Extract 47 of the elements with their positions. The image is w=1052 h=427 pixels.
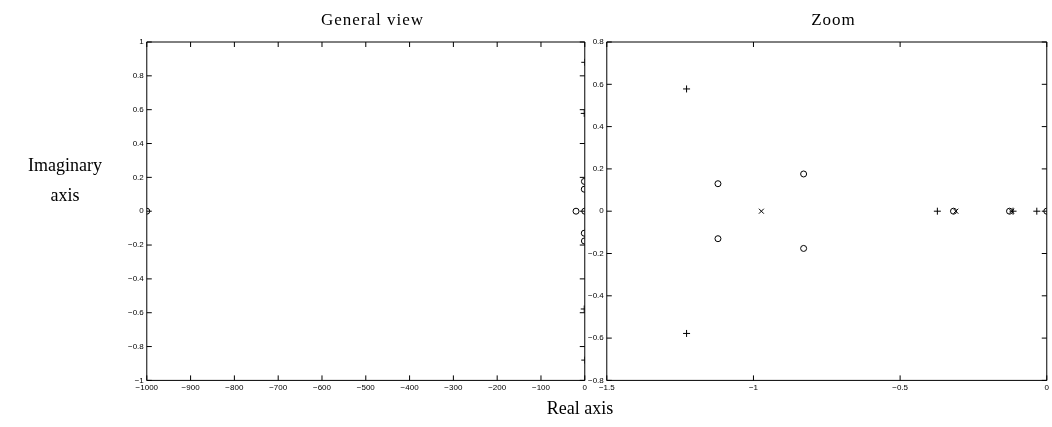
chart-title: Zoom [810, 10, 857, 30]
y-tick-label: 0.2 [132, 172, 145, 182]
x-tick-label: −800 [225, 383, 244, 393]
point [800, 244, 808, 252]
y-tick-label: 0.6 [132, 104, 145, 114]
y-tick-label: −0.2 [588, 248, 605, 258]
y-tick-label: 0.4 [132, 138, 145, 148]
point [1032, 207, 1041, 216]
y-tick-label: 0.8 [132, 71, 145, 81]
x-tick-label: −900 [181, 383, 201, 393]
x-tick-label: −500 [356, 383, 376, 393]
x-tick-label: −1 [748, 383, 759, 393]
y-tick-label: −0.8 [588, 375, 605, 385]
x-tick-label: −1000 [135, 383, 159, 393]
point [682, 329, 691, 338]
y-tick-label: −0.4 [128, 274, 145, 284]
point [714, 235, 722, 243]
x-tick-label: 0 [1044, 383, 1050, 393]
y-tick-label: 1 [139, 37, 145, 47]
x-tick-label: −200 [488, 383, 507, 393]
x-tick-label: −700 [269, 383, 288, 393]
y-tick-label: 0 [599, 206, 605, 216]
y-tick-label: 0.6 [592, 79, 605, 89]
y-tick-label: −0.6 [128, 307, 145, 317]
x-tick-label: −400 [400, 383, 420, 393]
y-axis-title: Imaginary axis [27, 154, 103, 207]
y-tick-label: 0.2 [592, 164, 605, 174]
y-tick-label: 0.8 [592, 37, 605, 47]
x-tick-label: −100 [531, 383, 551, 393]
point [800, 170, 808, 178]
y-tick-label: 0.4 [592, 121, 605, 131]
point [714, 180, 722, 188]
y-tick-label: −1 [134, 375, 145, 385]
x-tick-label: −300 [444, 383, 463, 393]
x-tick-label: −0.5 [892, 383, 909, 393]
point [682, 84, 691, 93]
y-tick-label: −0.8 [128, 341, 145, 351]
x-tick-label: −1.5 [598, 383, 616, 393]
y-tick-label: −0.2 [128, 240, 145, 250]
y-tick-label: −0.6 [588, 333, 605, 343]
point [758, 208, 765, 215]
y-tick-label: −0.4 [588, 291, 605, 300]
x-axis-title: Real axis [545, 398, 615, 419]
y-tick-label: 0 [139, 206, 145, 216]
chart-title: General view [319, 10, 426, 30]
point [933, 207, 942, 216]
x-tick-label: −600 [312, 383, 332, 393]
